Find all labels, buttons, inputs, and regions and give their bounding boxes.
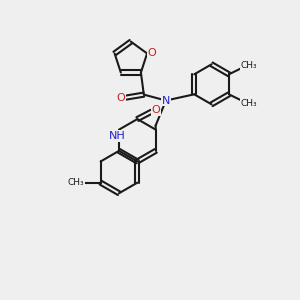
Text: CH₃: CH₃ bbox=[67, 178, 84, 187]
Text: CH₃: CH₃ bbox=[240, 61, 257, 70]
Text: CH₃: CH₃ bbox=[240, 99, 257, 108]
Text: N: N bbox=[162, 95, 170, 106]
Text: NH: NH bbox=[109, 131, 126, 141]
Text: O: O bbox=[117, 93, 125, 103]
Text: O: O bbox=[152, 105, 161, 115]
Text: O: O bbox=[148, 48, 157, 59]
